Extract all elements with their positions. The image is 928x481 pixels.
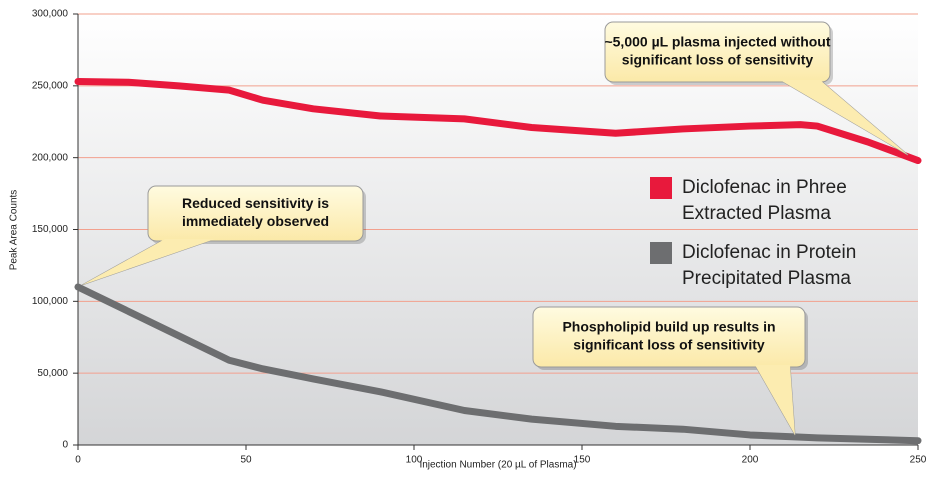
y-axis-label: Peak Area Counts <box>9 190 20 271</box>
callout: ~5,000 µL plasma injected without signifi… <box>604 21 909 156</box>
x-tick-label: 250 <box>910 455 927 466</box>
callout-box <box>604 21 831 83</box>
x-axis-label: Injection Number (20 µL of Plasma) <box>419 460 576 471</box>
callout-box <box>147 185 364 242</box>
legend-swatch <box>650 177 672 199</box>
y-tick-label: 100,000 <box>32 296 69 307</box>
y-tick-label: 150,000 <box>32 224 69 235</box>
callout-pointer-cover <box>780 80 908 155</box>
callout-text: significant loss of sensitivity <box>622 52 814 68</box>
y-tick-label: 50,000 <box>37 368 68 379</box>
callout-text: immediately observed <box>182 213 329 229</box>
legend-label: Diclofenac in Protein Precipitated Plasm… <box>682 242 857 289</box>
x-tick-label: 100 <box>406 455 423 466</box>
x-tick-label: 50 <box>240 455 252 466</box>
legend-swatch <box>650 242 672 264</box>
y-tick-label: 300,000 <box>32 9 69 20</box>
y-tick-label: 0 <box>62 440 68 451</box>
callout: Reduced sensitivity is immediately observ… <box>81 185 366 286</box>
legend-label: Diclofenac in Phree Extracted Plasma <box>682 177 847 224</box>
y-tick-label: 200,000 <box>32 152 69 163</box>
callout-box <box>532 306 806 368</box>
x-tick-label: 150 <box>574 455 591 466</box>
y-tick-label: 250,000 <box>32 80 69 91</box>
callout: Phospholipid build up results in signific… <box>532 306 808 436</box>
callout-pointer-cover <box>755 365 795 435</box>
series-line <box>74 78 922 165</box>
callout-text: Reduced sensitivity is <box>182 195 329 211</box>
series-line <box>74 283 922 445</box>
callout-pointer-cover <box>82 239 215 285</box>
callout-text: Phospholipid build up results in <box>562 319 775 335</box>
x-tick-label: 0 <box>75 455 81 466</box>
x-tick-label: 200 <box>742 455 759 466</box>
callout-text: significant loss of sensitivity <box>573 337 765 353</box>
callout-text: ~5,000 µL plasma injected without <box>604 34 830 50</box>
